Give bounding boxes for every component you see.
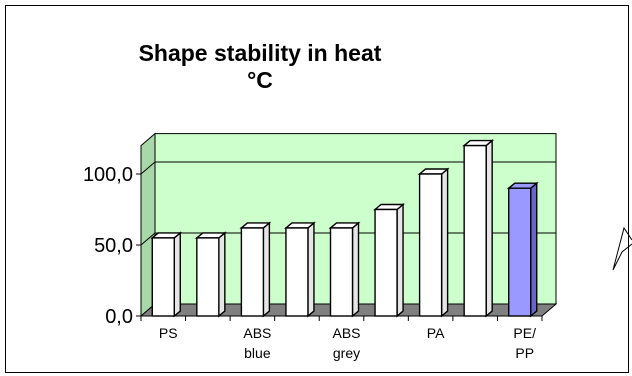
- bar: [151, 237, 175, 317]
- x-tick-label: PP: [515, 345, 534, 361]
- bar-side: [351, 221, 360, 318]
- chart-title-text: Shape stability in heat: [138, 40, 382, 66]
- bar-4: [328, 221, 361, 318]
- x-tick-label: blue: [244, 345, 271, 361]
- bar-top: [462, 139, 495, 147]
- bar-top: [328, 222, 361, 229]
- bar-side: [173, 231, 181, 318]
- bars-group: [150, 139, 539, 318]
- bar: [463, 144, 487, 317]
- bar: [240, 227, 265, 317]
- arrow-shape-fragment: [612, 226, 632, 271]
- bar: [508, 187, 532, 317]
- x-tick-label: ABS: [243, 325, 271, 341]
- bar: [418, 173, 443, 317]
- chart-subtitle-unit: °C: [247, 67, 273, 93]
- bar-side: [485, 139, 493, 318]
- bar-side: [307, 221, 315, 318]
- y-tick-label: 100,0: [83, 164, 133, 186]
- bar: [285, 227, 309, 317]
- bar-7: [462, 139, 495, 318]
- y-tick-label: 50,0: [94, 235, 133, 257]
- bar-side: [530, 181, 538, 318]
- bar-3: [284, 221, 316, 318]
- bar: [329, 227, 354, 317]
- bar-top: [284, 222, 316, 229]
- ticks-group: 0,0 50,0 100,0 PS ABS blue ABS grey PA PE/PP: [83, 145, 543, 361]
- x-tick-label: PS: [159, 325, 178, 341]
- bar: [374, 208, 398, 317]
- bar-side: [440, 167, 449, 318]
- bar-1: [194, 231, 227, 318]
- y-tick-label: 0,0: [105, 306, 133, 328]
- bar-0: [150, 231, 183, 318]
- bar-top: [373, 203, 405, 211]
- bar-top: [239, 222, 272, 229]
- bar-top: [194, 232, 227, 239]
- bar-side: [396, 203, 404, 318]
- x-tick-label: PE/: [513, 325, 536, 341]
- bar: [196, 237, 220, 317]
- bar-5: [373, 203, 405, 318]
- bar-2: [239, 221, 272, 318]
- gridline-side: [140, 161, 156, 175]
- x-tick-label: PA: [427, 325, 445, 341]
- chart-title: Shape stability in heat °C: [110, 40, 410, 94]
- bar-top: [417, 168, 450, 175]
- bar-6: [417, 167, 450, 318]
- x-tick-label: grey: [333, 345, 360, 361]
- x-tick-label: ABS: [332, 325, 360, 341]
- bar-side: [218, 231, 226, 318]
- bar-side: [262, 221, 271, 318]
- bar-top: [150, 232, 183, 239]
- gridline-side: [140, 232, 156, 246]
- bar-top: [506, 182, 539, 189]
- bar-8: [506, 181, 539, 318]
